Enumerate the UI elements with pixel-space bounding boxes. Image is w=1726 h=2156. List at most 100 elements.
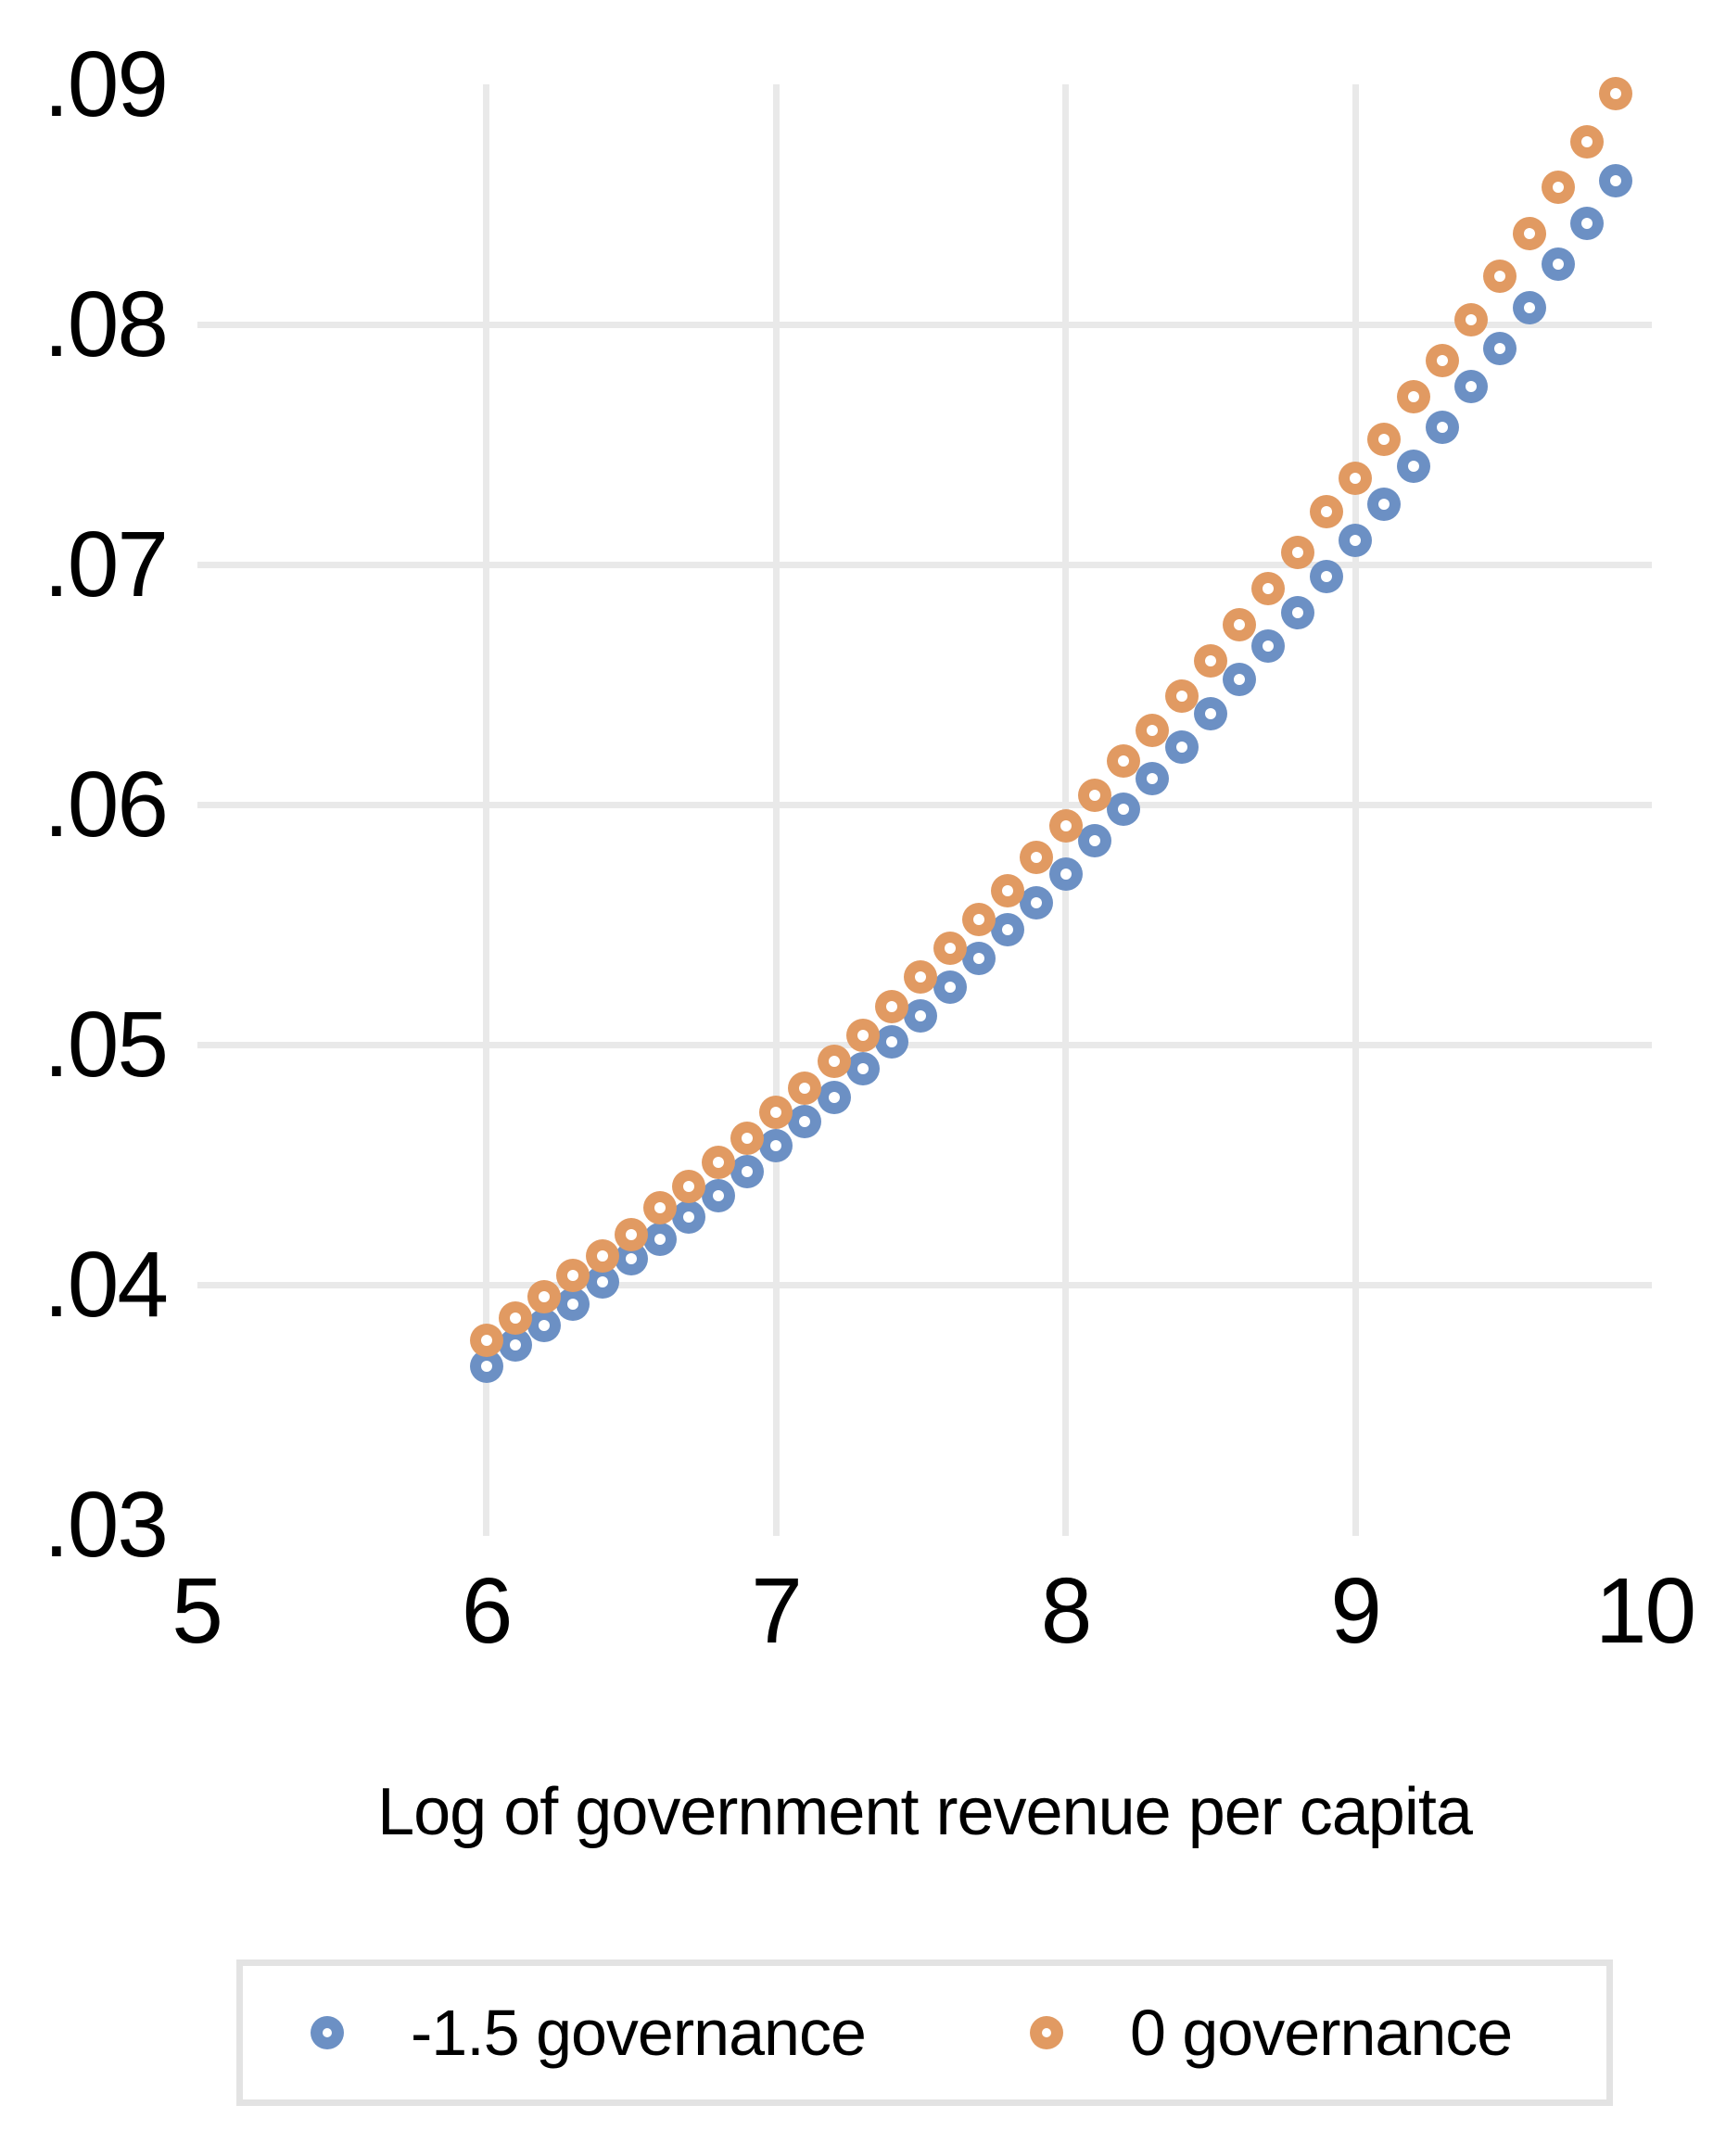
data-point-blue (1541, 247, 1575, 282)
data-point-orange (1223, 607, 1256, 641)
data-point-blue (730, 1155, 764, 1189)
gridline-horizontal-0.05 (197, 1041, 1652, 1048)
data-point-blue (1425, 411, 1459, 445)
data-point-blue (845, 1051, 880, 1085)
data-point-blue (1223, 663, 1256, 697)
data-point-blue (1020, 886, 1054, 920)
data-point-orange (845, 1018, 880, 1052)
data-point-orange (672, 1169, 706, 1203)
data-point-blue (672, 1200, 706, 1235)
legend-entry-minus15-governance: -1.5 governance (311, 1966, 867, 2099)
data-point-orange (1599, 77, 1633, 111)
data-point-blue (788, 1104, 822, 1138)
data-point-blue (1164, 729, 1199, 764)
data-point-blue (1454, 370, 1488, 404)
data-point-orange (1251, 571, 1286, 605)
data-point-blue (1280, 595, 1314, 629)
gridline-horizontal-0.06 (197, 801, 1652, 808)
data-point-orange (817, 1045, 851, 1079)
data-point-blue (556, 1287, 590, 1321)
data-point-orange (875, 989, 908, 1023)
data-point-orange (556, 1258, 590, 1292)
data-point-blue (875, 1025, 908, 1059)
data-point-blue (1570, 207, 1604, 241)
data-point-blue (1512, 290, 1546, 324)
data-point-blue (1396, 449, 1430, 483)
data-point-orange (1309, 495, 1343, 529)
data-point-orange (1570, 125, 1604, 159)
data-point-orange (527, 1279, 561, 1313)
y-tick-label-.08: .08 (43, 273, 169, 376)
data-point-orange (1483, 260, 1517, 294)
data-point-blue (1367, 488, 1402, 522)
x-tick-label-5: 5 (171, 1559, 223, 1663)
x-tick-label-8: 8 (1040, 1559, 1093, 1663)
data-point-blue (527, 1309, 561, 1343)
y-tick-label-.07: .07 (43, 513, 169, 616)
data-point-blue (1483, 331, 1517, 365)
gridline-vertical-9 (1352, 84, 1359, 1536)
data-point-orange (1541, 171, 1575, 205)
data-point-orange (1193, 643, 1227, 678)
data-point-orange (498, 1301, 532, 1336)
data-point-orange (1136, 713, 1170, 747)
data-point-orange (1048, 809, 1083, 843)
data-point-orange (1280, 536, 1314, 570)
gridline-horizontal-0.08 (197, 321, 1652, 328)
y-tick-label-.06: .06 (43, 753, 169, 856)
legend-marker-orange-circle-icon (1030, 2016, 1063, 2049)
legend-label: 0 governance (1130, 1997, 1513, 2069)
data-point-orange (1020, 840, 1054, 874)
data-point-blue (991, 912, 1024, 946)
legend-label: -1.5 governance (411, 1997, 867, 2069)
data-point-blue (643, 1222, 677, 1256)
data-point-blue (1107, 793, 1140, 827)
y-tick-label-.09: .09 (43, 32, 169, 136)
data-point-orange (991, 874, 1024, 908)
data-point-blue (1599, 163, 1633, 197)
data-point-blue (759, 1128, 793, 1162)
data-point-blue (1339, 524, 1372, 558)
data-point-blue (1136, 761, 1170, 795)
data-point-orange (701, 1145, 735, 1179)
data-point-blue (817, 1080, 851, 1114)
y-tick-label-.03: .03 (43, 1473, 169, 1577)
y-tick-label-.05: .05 (43, 993, 169, 1097)
legend: -1.5 governance 0 governance (236, 1959, 1613, 2106)
data-point-orange (1339, 461, 1372, 495)
data-point-orange (788, 1071, 822, 1105)
legend-entry-0-governance: 0 governance (1030, 1966, 1513, 2099)
x-tick-label-9: 9 (1330, 1559, 1382, 1663)
data-point-orange (1077, 778, 1111, 812)
data-point-orange (643, 1191, 677, 1225)
gridline-vertical-7 (772, 84, 780, 1536)
data-point-orange (614, 1217, 648, 1251)
data-point-orange (1454, 302, 1488, 336)
data-point-blue (933, 970, 967, 1004)
y-tick-label-.04: .04 (43, 1233, 169, 1337)
data-point-blue (904, 998, 938, 1033)
data-point-blue (961, 941, 996, 975)
data-point-orange (1107, 744, 1140, 779)
data-point-orange (730, 1122, 764, 1155)
legend-marker-blue-circle-icon (311, 2016, 344, 2049)
x-tick-label-7: 7 (751, 1559, 803, 1663)
data-point-blue (701, 1179, 735, 1213)
data-point-blue (1193, 696, 1227, 730)
data-point-blue (1251, 629, 1286, 664)
data-point-orange (961, 903, 996, 937)
gridline-vertical-6 (483, 84, 489, 1536)
data-point-orange (1425, 343, 1459, 377)
data-point-orange (904, 960, 938, 995)
data-point-orange (1512, 216, 1546, 250)
x-tick-label-10: 10 (1594, 1559, 1696, 1663)
gridline-horizontal-0.07 (197, 561, 1652, 568)
data-point-blue (1077, 823, 1111, 857)
data-point-orange (759, 1095, 793, 1129)
data-point-orange (1164, 679, 1199, 714)
data-point-orange (469, 1323, 503, 1357)
data-point-blue (1048, 857, 1083, 892)
data-point-orange (1367, 423, 1402, 457)
data-point-blue (1309, 559, 1343, 593)
